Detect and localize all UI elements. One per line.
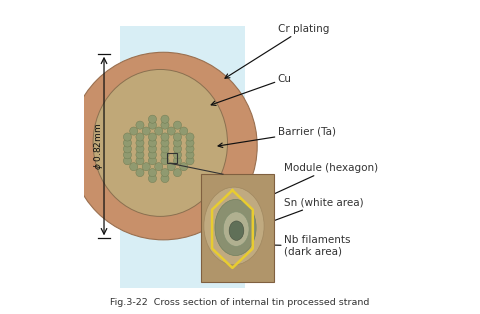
Ellipse shape (204, 187, 264, 265)
Circle shape (173, 133, 181, 141)
Circle shape (136, 139, 144, 147)
Circle shape (161, 139, 169, 147)
Circle shape (142, 127, 150, 135)
Circle shape (161, 151, 169, 159)
Circle shape (148, 157, 156, 165)
Circle shape (173, 121, 181, 129)
Bar (167, 153, 177, 163)
Circle shape (70, 52, 257, 240)
Circle shape (161, 169, 169, 177)
Circle shape (173, 139, 181, 147)
Circle shape (123, 145, 132, 153)
Circle shape (123, 151, 132, 159)
Circle shape (123, 139, 132, 147)
Circle shape (186, 145, 194, 153)
Circle shape (148, 169, 156, 177)
Circle shape (136, 151, 144, 159)
Circle shape (186, 157, 194, 165)
Circle shape (148, 133, 156, 141)
Circle shape (130, 163, 138, 171)
Text: Fig.3-22  Cross section of internal tin processed strand: Fig.3-22 Cross section of internal tin p… (110, 298, 370, 307)
Text: Module (hexagon): Module (hexagon) (262, 163, 378, 200)
Circle shape (161, 115, 169, 123)
Ellipse shape (229, 221, 244, 240)
Circle shape (142, 163, 150, 171)
Circle shape (161, 121, 169, 129)
Circle shape (136, 169, 144, 177)
Text: Nb filaments
(dark area): Nb filaments (dark area) (243, 235, 350, 257)
Circle shape (161, 175, 169, 183)
Circle shape (123, 133, 132, 141)
Circle shape (148, 151, 156, 159)
Circle shape (136, 157, 144, 165)
Circle shape (161, 145, 169, 153)
Ellipse shape (93, 69, 228, 216)
Circle shape (186, 151, 194, 159)
Circle shape (123, 157, 132, 165)
Bar (120, 26, 245, 288)
Circle shape (148, 121, 156, 129)
Text: Cu: Cu (211, 74, 291, 106)
Circle shape (161, 133, 169, 141)
Circle shape (161, 157, 169, 165)
Circle shape (148, 175, 156, 183)
Circle shape (173, 145, 181, 153)
Circle shape (167, 127, 175, 135)
Circle shape (148, 145, 156, 153)
Circle shape (148, 115, 156, 123)
Text: Sn (white area): Sn (white area) (258, 197, 363, 227)
Bar (201, 174, 275, 282)
Circle shape (148, 139, 156, 147)
Text: $\phi$ 0.82mm: $\phi$ 0.82mm (92, 122, 105, 170)
Circle shape (136, 145, 144, 153)
Ellipse shape (223, 212, 249, 246)
Circle shape (173, 169, 181, 177)
Circle shape (186, 139, 194, 147)
Circle shape (173, 157, 181, 165)
Circle shape (180, 127, 188, 135)
Circle shape (155, 163, 163, 171)
Circle shape (155, 127, 163, 135)
Circle shape (130, 127, 138, 135)
Circle shape (136, 133, 144, 141)
Circle shape (167, 163, 175, 171)
Circle shape (180, 163, 188, 171)
Circle shape (186, 133, 194, 141)
Circle shape (173, 151, 181, 159)
Circle shape (136, 121, 144, 129)
Text: Barrier (Ta): Barrier (Ta) (218, 127, 336, 148)
Text: Cr plating: Cr plating (225, 24, 329, 78)
Ellipse shape (215, 199, 256, 256)
